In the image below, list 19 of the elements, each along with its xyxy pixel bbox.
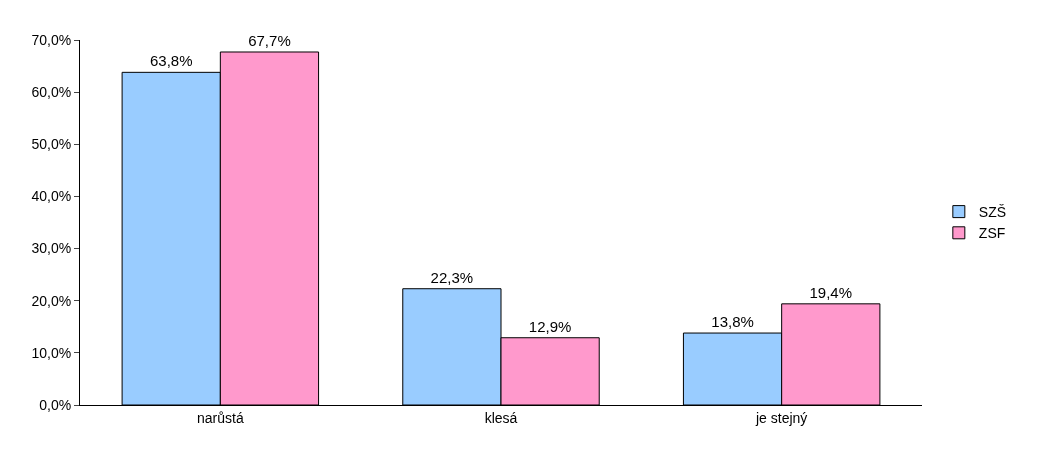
- data-label: 12,9%: [528, 317, 572, 335]
- data-label: 67,7%: [248, 31, 291, 49]
- x-tick-label: klesá: [484, 409, 518, 426]
- y-tick-label: 70,0%: [31, 31, 72, 48]
- data-label: 13,8%: [711, 313, 754, 331]
- legend-label: ZSF: [978, 225, 1006, 242]
- x-tick-label: narůstá: [196, 409, 244, 426]
- data-label: 22,3%: [430, 268, 474, 286]
- y-tick-label: 20,0%: [31, 292, 72, 309]
- data-label: 19,4%: [809, 283, 853, 301]
- y-tick-label: 50,0%: [31, 136, 72, 153]
- x-tick-label: je stejný: [754, 409, 808, 426]
- legend-label: SZŠ: [978, 204, 1007, 221]
- y-tick-label: 10,0%: [31, 344, 72, 361]
- data-label: 63,8%: [149, 52, 193, 70]
- y-tick-label: 40,0%: [31, 188, 72, 205]
- y-tick-label: 30,0%: [31, 240, 72, 257]
- y-tick-label: 0,0%: [39, 396, 72, 413]
- y-tick-label: 60,0%: [31, 84, 72, 101]
